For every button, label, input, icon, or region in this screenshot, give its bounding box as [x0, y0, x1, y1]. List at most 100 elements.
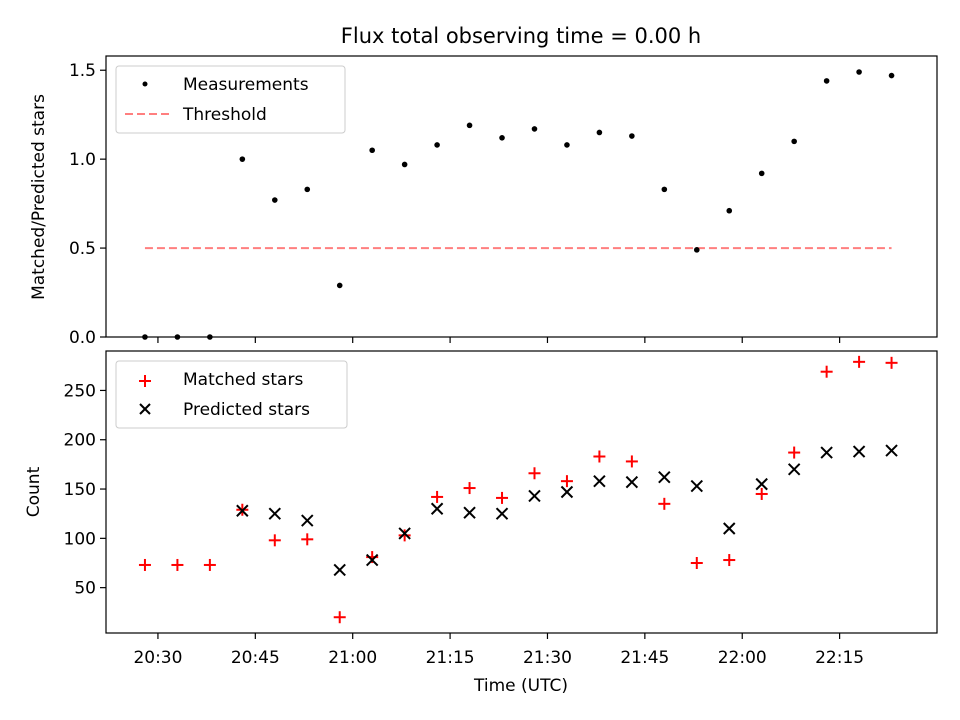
measurement-point	[823, 78, 830, 84]
top-y-tick-label: 1.0	[69, 150, 96, 170]
matched-star-point	[171, 558, 184, 571]
matched-star-point	[723, 554, 736, 567]
measurement-point	[401, 161, 408, 168]
top-y-tick-label: 0.0	[69, 328, 96, 348]
top-legend: Measurements Threshold	[115, 65, 346, 134]
matched-star-point	[690, 556, 703, 569]
matched-star-point	[333, 611, 346, 624]
predicted-star-point	[560, 485, 574, 499]
top-chart-title: Flux total observing time = 0.00 h	[341, 24, 701, 48]
predicted-star-point	[787, 463, 801, 476]
matched-star-point	[431, 490, 444, 503]
bottom-y-tick-label: 150	[64, 480, 96, 500]
predicted-star-point	[755, 477, 768, 491]
predicted-star-point	[495, 507, 509, 520]
bottom-x-tick-label: 22:00	[718, 648, 767, 668]
bottom-y-tick-label: 50	[74, 579, 96, 599]
bottom-axes-frame	[105, 350, 938, 634]
predicted-star-point	[658, 471, 671, 484]
measurement-point	[596, 129, 603, 136]
matched-star-point	[560, 475, 573, 488]
legend-measurements-marker	[142, 81, 148, 87]
measurement-point	[369, 147, 375, 154]
bottom-x-tick-label: 20:30	[133, 648, 182, 668]
measurement-point	[693, 247, 700, 253]
measurement-point	[304, 186, 311, 193]
predicted-star-point	[528, 489, 541, 503]
measurement-point	[434, 142, 440, 148]
measurement-point	[791, 138, 797, 145]
bottom-y-tick-label: 250	[64, 381, 96, 401]
matched-star-point	[203, 558, 216, 571]
bottom-x-axis-label: Time (UTC)	[473, 676, 568, 696]
top-axes-frame	[105, 55, 938, 338]
top-y-tick-label: 1.5	[69, 61, 96, 81]
bottom-legend: Matched stars Predicted stars	[115, 360, 348, 429]
matched-star-point	[496, 491, 509, 504]
bottom-legend-box	[115, 360, 348, 429]
bottom-x-tick-label: 21:00	[328, 648, 377, 668]
predicted-star-point	[430, 502, 444, 515]
matched-star-point	[463, 482, 476, 495]
matched-star-point	[268, 534, 281, 547]
predicted-star-point	[690, 479, 703, 493]
bottom-y-ticks: 50 100 150 200 250	[64, 381, 106, 599]
predicted-star-point	[333, 563, 346, 577]
measurement-point	[564, 142, 570, 148]
predicted-star-point	[236, 504, 249, 517]
bottom-y-axis-label: Count	[24, 466, 44, 517]
measurement-point	[239, 156, 246, 162]
predicted-star-point	[820, 446, 833, 459]
matched-star-point	[625, 455, 638, 468]
measurement-point	[661, 186, 668, 193]
measurement-point	[726, 207, 733, 214]
legend-matched-label: Matched stars	[183, 370, 303, 390]
legend-predicted-marker	[139, 403, 151, 415]
bottom-x-tick-label: 21:45	[620, 648, 669, 668]
predicted-star-point	[463, 506, 476, 519]
matched-star-point	[788, 446, 801, 459]
legend-measurements-label: Measurements	[183, 75, 309, 95]
measurement-point	[888, 72, 895, 79]
predicted-star-point	[593, 474, 606, 488]
top-y-tick-label: 0.5	[69, 239, 96, 259]
bottom-plot-area	[138, 355, 898, 624]
measurement-point	[271, 197, 278, 203]
bottom-x-tick-label: 22:15	[815, 648, 864, 668]
legend-predicted-label: Predicted stars	[183, 400, 310, 420]
matched-star-point	[853, 355, 866, 368]
top-y-axis-label: Matched/Predicted stars	[29, 94, 49, 300]
legend-matched-marker	[139, 375, 151, 387]
predicted-star-point	[365, 553, 379, 567]
top-plot-area	[142, 69, 895, 340]
predicted-star-point	[723, 522, 736, 535]
measurement-point	[629, 133, 635, 139]
bottom-y-tick-label: 200	[64, 431, 96, 451]
bottom-y-tick-label: 100	[64, 529, 96, 549]
predicted-star-point	[885, 444, 898, 457]
measurement-point	[531, 126, 538, 132]
matched-star-point	[398, 529, 411, 542]
bottom-x-ticks: 20:30 20:45 21:00 21:15 21:30 21:45 22:00 22:15	[133, 633, 864, 668]
bottom-x-tick-label: 20:45	[231, 648, 280, 668]
matched-star-point	[885, 356, 898, 369]
matched-star-point	[820, 365, 833, 378]
legend-threshold-label: Threshold	[182, 105, 267, 125]
matched-star-point	[755, 487, 768, 500]
measurement-point	[758, 170, 765, 177]
matched-star-point	[593, 450, 606, 463]
top-y-ticks: 0.0 0.5 1.0 1.5	[69, 61, 106, 348]
matched-star-point	[528, 467, 541, 480]
top-x-ticks	[157, 337, 841, 343]
predicted-star-point	[852, 445, 866, 458]
top-legend-box	[115, 65, 346, 134]
bottom-x-tick-label: 21:30	[523, 648, 572, 668]
measurement-point	[466, 122, 473, 129]
matched-star-point	[138, 558, 151, 571]
matched-star-point	[301, 533, 314, 546]
measurement-point	[336, 282, 343, 289]
measurement-point	[856, 69, 862, 75]
bottom-x-tick-label: 21:15	[426, 648, 475, 668]
matched-star-point	[658, 497, 671, 510]
